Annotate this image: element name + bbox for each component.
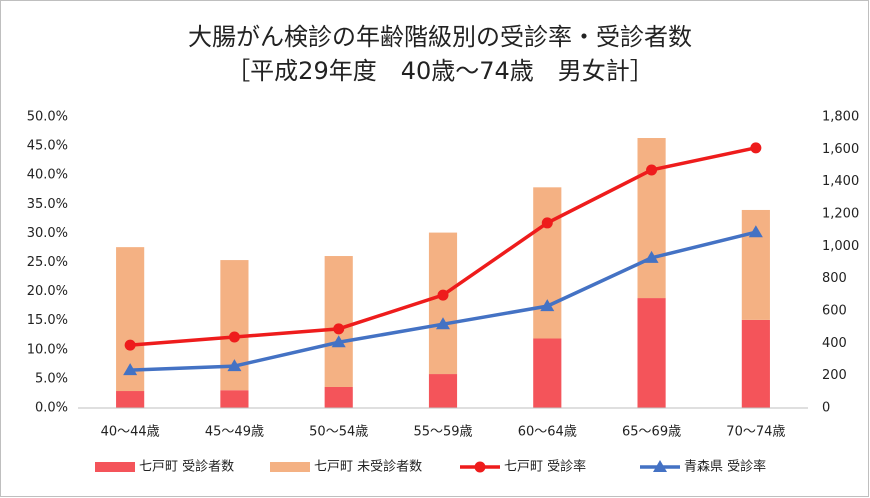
- bar: [637, 138, 666, 299]
- legend-label: 七戸町 未受診者数: [314, 459, 422, 475]
- y2-tick-label: 1,200: [822, 207, 859, 222]
- y2-tick-label: 200: [822, 368, 847, 383]
- legend-label: 七戸町 受診率: [504, 459, 586, 475]
- y2-tick-label: 1,400: [822, 174, 859, 189]
- x-tick-label: 40～44歳: [101, 425, 160, 440]
- y-tick-label: 5.0%: [35, 371, 68, 386]
- chart-subtitle: ［平成29年度 40歳～74歳 男女計］: [226, 57, 654, 85]
- y2-tick-label: 1,000: [822, 239, 859, 254]
- y2-tick-label: 0: [822, 401, 830, 416]
- y2-tick-label: 800: [822, 271, 847, 286]
- line-marker: [474, 461, 486, 473]
- y-tick-label: 40.0%: [27, 168, 68, 183]
- line-marker: [653, 460, 667, 472]
- y2-tick-label: 1,600: [822, 142, 859, 157]
- bar: [533, 338, 562, 408]
- line-marker: [646, 164, 658, 176]
- y-tick-label: 30.0%: [27, 226, 68, 241]
- y-tick-label: 45.0%: [27, 139, 68, 154]
- y2-tick-label: 600: [822, 304, 847, 319]
- bar: [428, 232, 458, 375]
- legend-swatch: [95, 462, 135, 472]
- x-tick-label: 60～64歳: [518, 425, 577, 440]
- x-tick-label: 55～59歳: [413, 425, 472, 440]
- bar: [637, 298, 666, 408]
- line-marker: [331, 335, 346, 348]
- x-tick-label: 50～54歳: [309, 425, 368, 440]
- y-tick-label: 10.0%: [27, 342, 68, 357]
- bar: [324, 386, 353, 408]
- legend-swatch: [270, 462, 310, 472]
- line-marker: [748, 225, 763, 238]
- line-marker: [750, 142, 762, 154]
- x-tick-label: 45～49歳: [205, 425, 264, 440]
- line-marker: [227, 359, 242, 372]
- y-tick-label: 20.0%: [27, 284, 68, 299]
- line-marker: [436, 317, 450, 330]
- bar: [533, 187, 562, 339]
- y-tick-label: 35.0%: [27, 197, 68, 212]
- bar: [220, 390, 249, 408]
- line-marker: [333, 323, 345, 335]
- bar: [116, 391, 145, 408]
- line-marker: [123, 363, 138, 376]
- line-marker: [644, 250, 659, 263]
- legend-label: 七戸町 受診者数: [139, 459, 234, 475]
- y2-tick-label: 1,800: [822, 110, 859, 125]
- y-tick-label: 0.0%: [35, 401, 68, 416]
- y-tick-label: 50.0%: [27, 110, 68, 125]
- line-marker: [437, 289, 449, 301]
- y-tick-label: 25.0%: [27, 255, 68, 270]
- x-tick-label: 70～74歳: [726, 425, 785, 440]
- line-marker: [540, 299, 555, 312]
- y-tick-label: 15.0%: [27, 313, 68, 328]
- line-marker: [124, 339, 136, 351]
- chart-title: 大腸がん検診の年齢階級別の受診率・受診者数: [188, 23, 692, 51]
- bar: [324, 256, 353, 387]
- bar: [428, 374, 458, 408]
- y2-tick-label: 400: [822, 336, 847, 351]
- line-marker: [228, 331, 240, 343]
- legend-label: 青森県 受診率: [684, 459, 766, 475]
- bar: [741, 319, 770, 408]
- line-marker: [541, 217, 553, 229]
- x-tick-label: 65～69歳: [622, 425, 681, 440]
